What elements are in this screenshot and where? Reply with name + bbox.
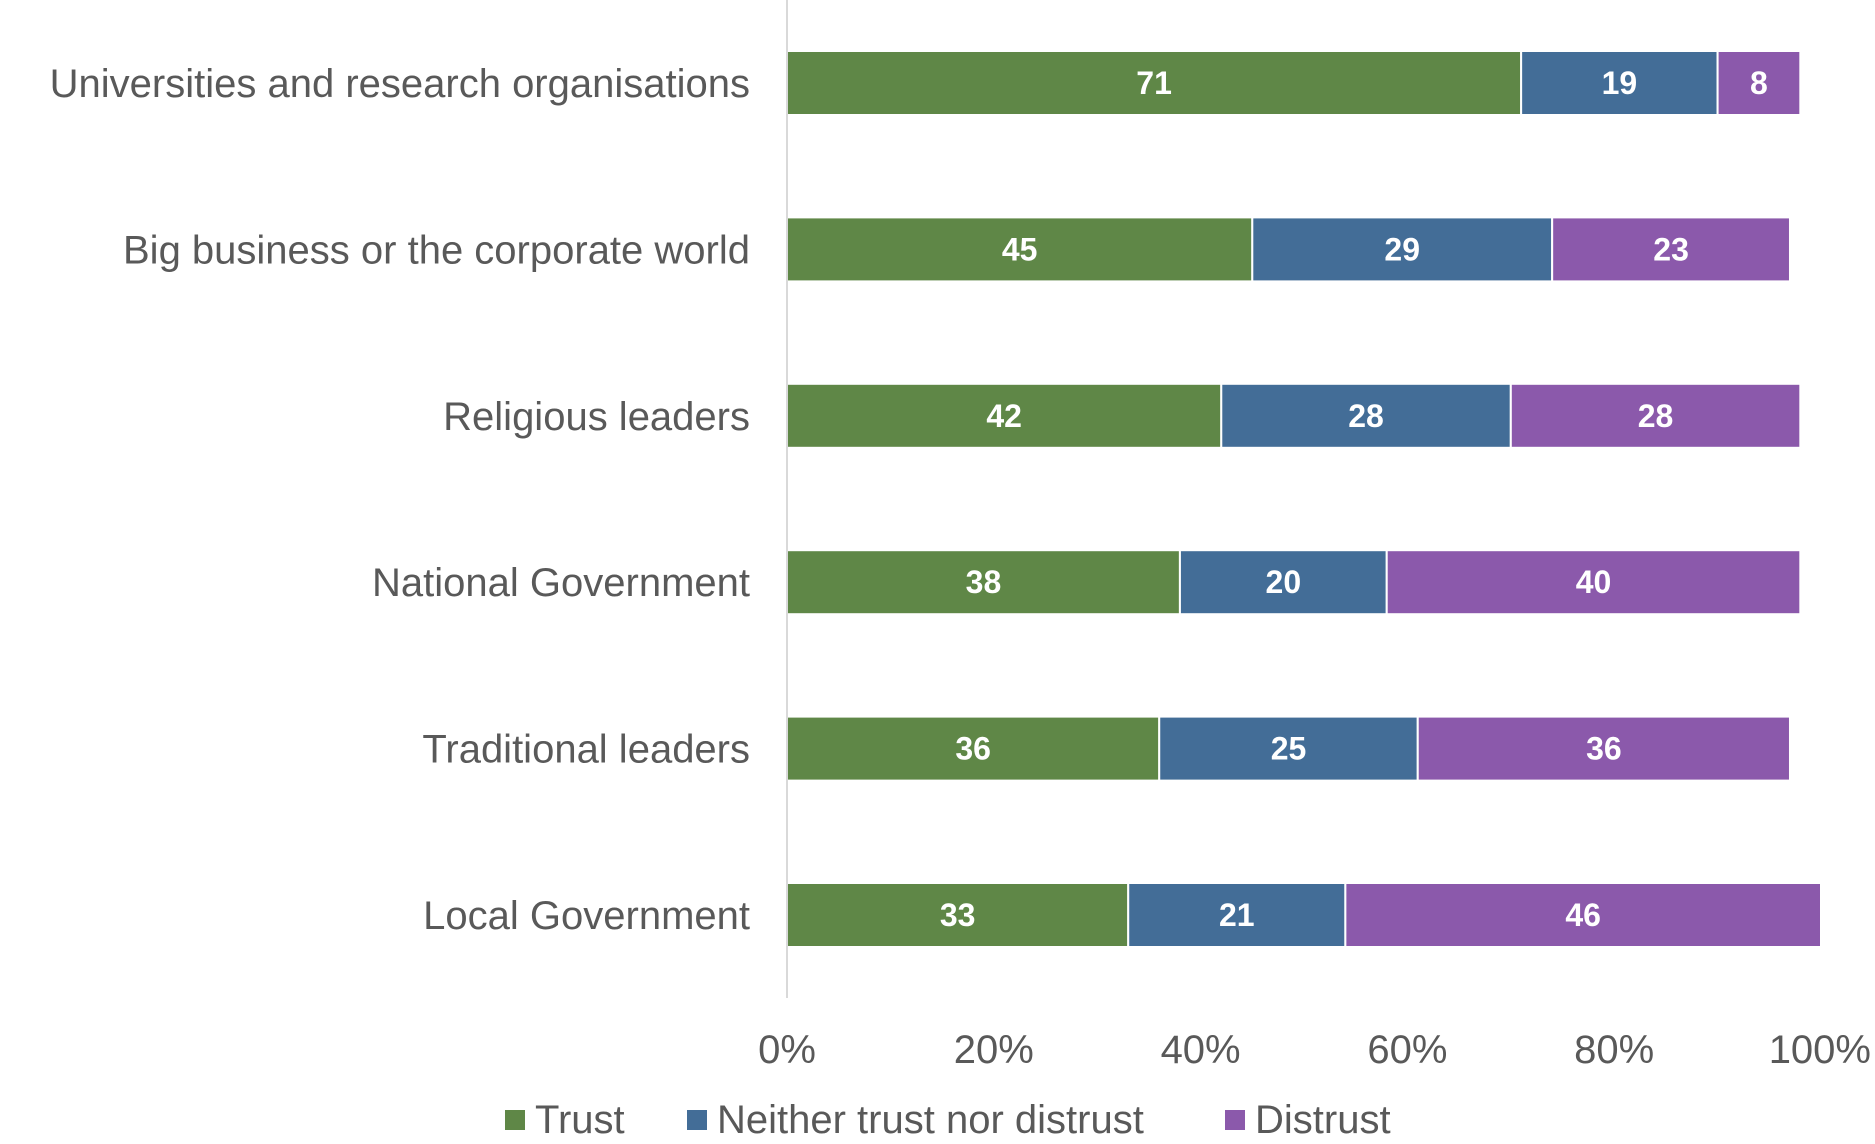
legend-swatch [687,1110,707,1130]
labels-layer: 71 19 8 45 29 23 42 28 28 38 20 40 36 25 36 33 21 46 [940,65,1768,933]
x-tick-label: 40% [1161,1028,1241,1072]
data-label: 28 [1348,398,1384,434]
data-label: 25 [1271,731,1307,767]
legend-swatch [505,1110,525,1130]
data-label: 28 [1638,398,1674,434]
legend-label: Neither trust nor distrust [717,1098,1144,1139]
bar-segment [786,382,1223,449]
data-label: 36 [955,731,991,767]
x-tick-label: 20% [954,1028,1034,1072]
category-labels: Universities and research organisations B… [50,62,750,938]
data-label: 8 [1750,65,1768,101]
category-label: Universities and research organisations [50,62,750,106]
data-label: 20 [1266,564,1302,600]
data-label: 36 [1586,731,1622,767]
x-tick-label: 0% [758,1028,816,1072]
x-axis-tick-labels: 0% 20% 40% 60% 80% 100% [758,1028,1871,1072]
bar-segment [786,549,1181,616]
legend-swatch [1225,1110,1245,1130]
x-tick-label: 100% [1769,1028,1871,1072]
data-label: 46 [1565,897,1601,933]
bar-segment [1158,715,1419,782]
x-tick-label: 60% [1367,1028,1447,1072]
legend-label: Trust [535,1098,625,1139]
data-label: 38 [966,564,1002,600]
legend: Trust Neither trust nor distrust Distrust [505,1098,1391,1142]
data-label: 21 [1219,897,1255,933]
bar-segment [1385,549,1802,616]
bar-segment [1251,216,1554,283]
category-label: Traditional leaders [422,728,750,772]
bars-layer [786,50,1822,948]
data-label: 71 [1136,65,1172,101]
legend-label: Distrust [1255,1098,1391,1139]
bar-segment [1344,882,1822,948]
data-label: 42 [986,398,1022,434]
data-label: 23 [1653,231,1689,267]
bar-segment [1716,50,1802,116]
category-label: Religious leaders [443,395,750,439]
bar-segment [1220,382,1512,449]
bar-segment [1416,715,1791,782]
bar-segment [1551,216,1791,283]
data-label: 40 [1576,564,1612,600]
bar-segment [1520,50,1719,116]
bar-segment [1127,882,1347,948]
data-label: 33 [940,897,976,933]
bar-segment [1509,382,1802,449]
data-label: 19 [1602,65,1638,101]
category-label: Local Government [423,894,750,938]
data-label: 29 [1384,231,1420,267]
category-label: Big business or the corporate world [123,228,750,272]
category-label: National Government [372,561,750,605]
bar-segment [786,50,1523,116]
data-label: 45 [1002,231,1038,267]
bar-segment [786,715,1161,782]
x-tick-label: 80% [1574,1028,1654,1072]
